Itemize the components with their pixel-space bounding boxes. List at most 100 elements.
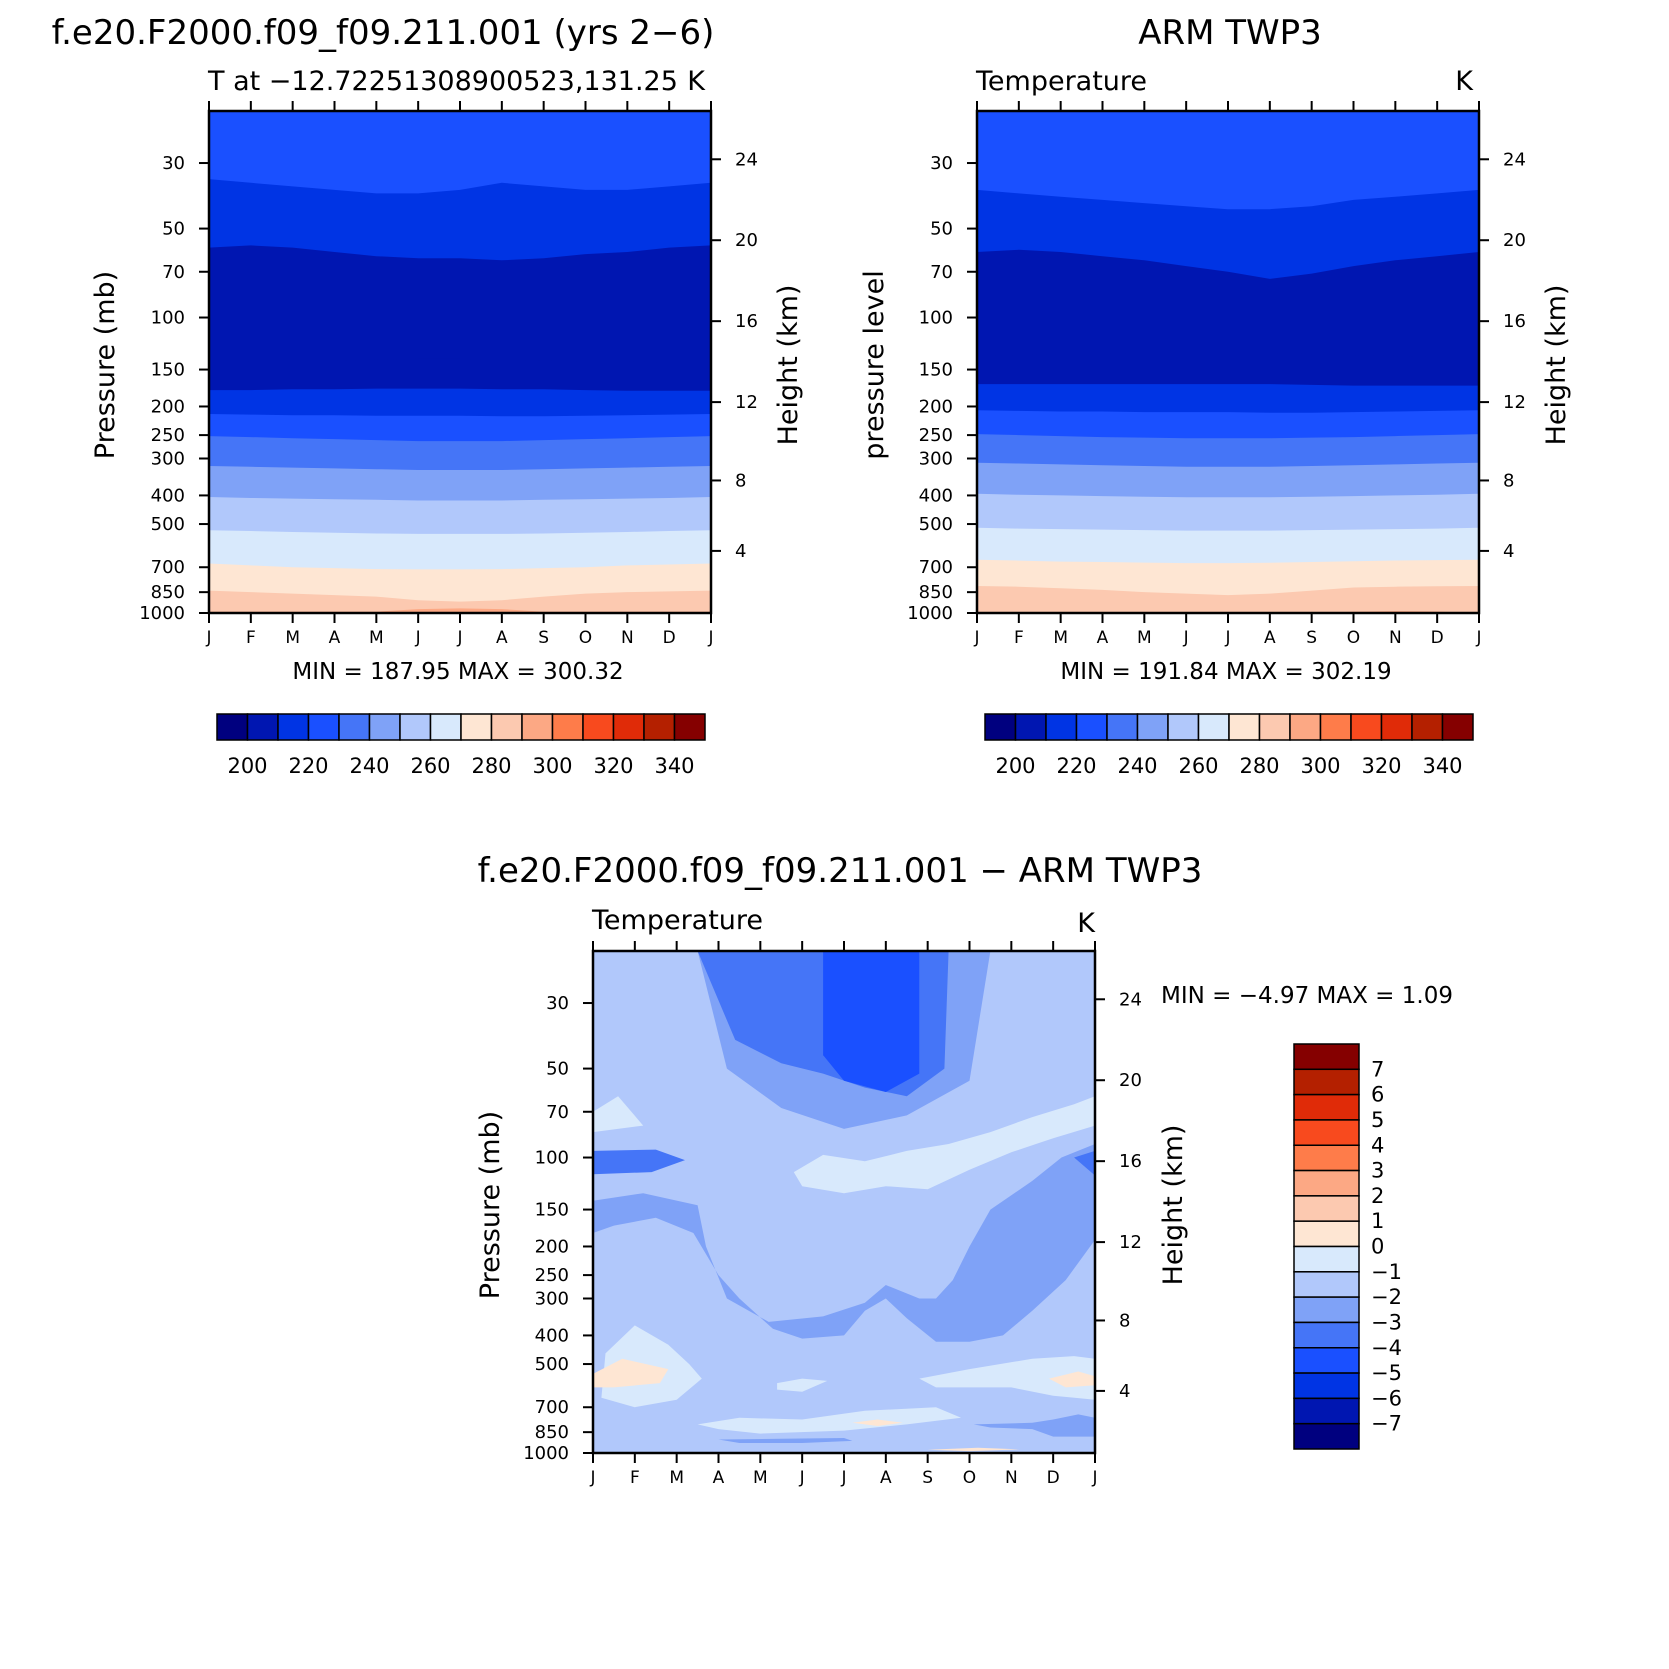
- x-tick-label: A: [713, 1468, 725, 1488]
- x-tick-label: J: [1224, 628, 1230, 648]
- colorbar-label: 300: [532, 754, 572, 778]
- y2-tick-label: 12: [735, 392, 758, 413]
- colorbar-box: [1293, 1372, 1360, 1400]
- y-tick-label: 150: [919, 360, 953, 381]
- chart-subtitle: T at −12.72251308900523,131.25: [207, 66, 678, 97]
- colorbar-label: 320: [1361, 754, 1401, 778]
- y2-tick-label: 24: [1119, 989, 1142, 1010]
- colorbar-box: [1441, 713, 1474, 741]
- colorbar-box: [368, 713, 401, 741]
- panel-model: f.e20.F2000.f09_f09.211.001 (yrs 2−6) T …: [52, 13, 804, 778]
- y-tick-label: 30: [930, 153, 953, 174]
- x-tick-label: A: [1097, 628, 1109, 648]
- x-tick-label: D: [1431, 628, 1444, 648]
- colorbar-label: 260: [1178, 754, 1218, 778]
- x-tick-label: J: [707, 628, 713, 648]
- contour-fill: [977, 111, 1479, 613]
- colorbar-box: [246, 713, 279, 741]
- colorbar-box: [1293, 1144, 1360, 1172]
- colorbar-label: 340: [1422, 754, 1462, 778]
- contour-patch: [593, 1149, 685, 1175]
- colorbar: 200 220 240 260 280 300 320 340: [216, 713, 706, 778]
- x-tick-label: J: [456, 628, 462, 648]
- colorbar-box: [673, 713, 706, 741]
- y2-tick-label: 8: [1503, 470, 1514, 491]
- colorbar-box: [1350, 713, 1383, 741]
- y2-tick-label: 20: [735, 230, 758, 251]
- y-tick-label: 50: [546, 1059, 569, 1080]
- y-tick-label: 850: [919, 582, 953, 603]
- colorbar-box: [1293, 1043, 1360, 1071]
- colorbar-label: 1: [1371, 1209, 1384, 1233]
- colorbar-box: [1197, 713, 1230, 741]
- y-tick-label: 400: [151, 485, 185, 506]
- colorbar-label: −3: [1371, 1310, 1402, 1334]
- colorbar-label: −7: [1371, 1412, 1402, 1436]
- colorbar-box: [1293, 1347, 1360, 1374]
- colorbar-label: 200: [227, 754, 267, 778]
- panel-diff: f.e20.F2000.f09_f09.211.001 − ARM TWP3 T…: [475, 851, 1453, 1488]
- x-tick-label: J: [799, 1468, 805, 1488]
- y2-tick-label: 24: [1503, 149, 1526, 170]
- y-tick-label: 700: [535, 1397, 569, 1418]
- x-tick-label: J: [589, 1468, 595, 1488]
- colorbar-box: [984, 713, 1017, 741]
- x-tick-label: J: [1475, 628, 1481, 648]
- contour-patch: [823, 951, 920, 1092]
- colorbar-label: 6: [1371, 1083, 1384, 1107]
- contour-patch: [793, 1096, 1095, 1194]
- colorbar-box: [338, 713, 371, 741]
- y-tick-label: 700: [151, 557, 185, 578]
- y2-tick-label: 8: [1119, 1310, 1130, 1331]
- chart-subtitle: Temperature: [975, 66, 1147, 97]
- y-tick-label: 700: [919, 557, 953, 578]
- y-tick-label: 30: [546, 993, 569, 1014]
- x-tick-label: A: [1264, 628, 1276, 648]
- colorbar-box: [460, 713, 493, 741]
- colorbar-label: 4: [1371, 1133, 1384, 1157]
- y-tick-label: 150: [151, 360, 185, 381]
- units-label: K: [1077, 908, 1096, 939]
- x-tick-label: S: [538, 628, 549, 648]
- x-tick-label: F: [630, 1468, 640, 1488]
- x-tick-label: M: [285, 628, 300, 648]
- y2-axis-title: Height (km): [1541, 285, 1572, 446]
- y-tick-label: 100: [151, 308, 185, 329]
- colorbar-box: [1106, 713, 1139, 741]
- plot-area: J F M A M J J A S O N D J 30 50 70 100 150 200 250 300 400 500…: [907, 101, 1526, 648]
- colorbar-label: 7: [1371, 1057, 1384, 1081]
- y-tick-label: 250: [919, 425, 953, 446]
- contour-patch: [593, 1358, 669, 1388]
- y-tick-label: 50: [930, 219, 953, 240]
- chart-title: f.e20.F2000.f09_f09.211.001 − ARM TWP3: [478, 851, 1203, 891]
- x-tick-label: S: [1306, 628, 1317, 648]
- colorbar-box: [1293, 1397, 1360, 1425]
- min-max-stats: MIN = −4.97 MAX = 1.09: [1161, 983, 1453, 1009]
- x-tick-label: D: [663, 628, 676, 648]
- colorbar-label: −2: [1371, 1285, 1402, 1309]
- y-tick-label: 30: [162, 153, 185, 174]
- y-axis-title: Pressure (mb): [475, 1111, 506, 1299]
- x-tick-label: O: [963, 1468, 976, 1488]
- contour-fill: [209, 111, 711, 613]
- x-tick-label: O: [579, 628, 592, 648]
- y2-tick-label: 4: [735, 541, 746, 562]
- y2-axis-title: Height (km): [773, 285, 804, 446]
- colorbar-box: [1293, 1422, 1360, 1450]
- y2-tick-label: 20: [1119, 1070, 1142, 1091]
- colorbar-box: [1380, 713, 1413, 741]
- colorbar-label: −5: [1371, 1361, 1402, 1385]
- y-tick-label: 850: [535, 1422, 569, 1443]
- contour-band: [209, 590, 711, 613]
- y2-tick-label: 8: [735, 470, 746, 491]
- x-tick-label: S: [922, 1468, 933, 1488]
- colorbar: 200 220 240 260 280 300 320 340: [984, 713, 1474, 778]
- contour-fill: [593, 951, 1095, 1453]
- x-tick-label: A: [329, 628, 341, 648]
- colorbar-label: 0: [1371, 1235, 1384, 1259]
- y-tick-label: 300: [919, 449, 953, 470]
- y-tick-label: 50: [162, 219, 185, 240]
- y-tick-label: 1000: [907, 603, 953, 624]
- x-tick-label: J: [415, 628, 421, 648]
- colorbar-label: −6: [1371, 1386, 1402, 1410]
